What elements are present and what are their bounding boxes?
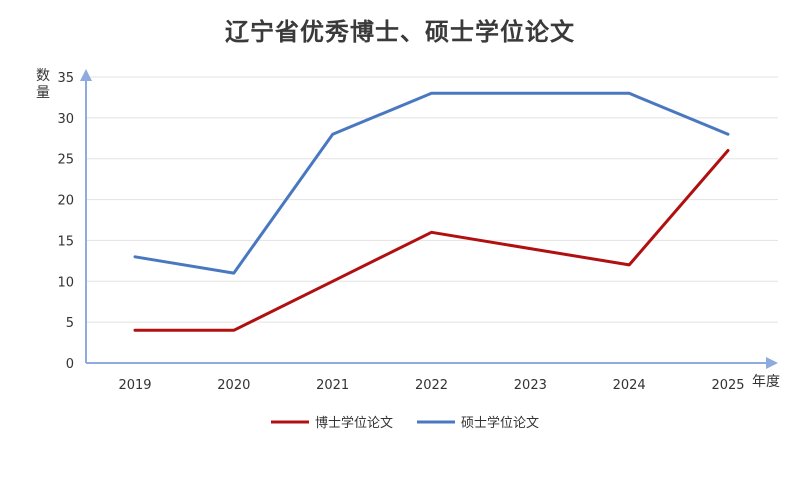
y-tick-label: 15: [57, 234, 74, 249]
y-tick-label: 25: [57, 153, 74, 168]
legend-label-1: 硕士学位论文: [461, 415, 539, 431]
y-tick-label: 35: [57, 71, 74, 86]
series-lines: [133, 91, 730, 332]
x-tick-label: 2024: [613, 378, 646, 393]
y-tick-label: 10: [57, 275, 74, 290]
y-tick-label: 5: [66, 316, 74, 331]
x-tick-label: 2019: [118, 378, 151, 393]
series-line-0: [133, 149, 730, 332]
x-tick-label: 2023: [514, 378, 547, 393]
y-axis-arrow: [80, 69, 92, 81]
series-line-1: [133, 91, 730, 275]
y-axis-label: 数量: [36, 68, 50, 101]
y-tick-label: 30: [57, 112, 74, 127]
x-tick-label: 2021: [316, 378, 349, 393]
x-axis-arrow: [766, 357, 778, 369]
legend-label-0: 博士学位论文: [315, 415, 393, 431]
x-tick-label: 2025: [711, 378, 744, 393]
x-tick-label: 2022: [415, 378, 448, 393]
grid-lines: [86, 76, 778, 323]
x-axis-label: 年度: [752, 374, 780, 390]
y-tick-label: 20: [57, 194, 74, 209]
legend: 博士学位论文 硕士学位论文: [271, 415, 539, 431]
y-tick-label: 0: [66, 357, 74, 372]
chart-title: 辽宁省优秀博士、硕士学位论文: [225, 17, 575, 46]
x-tick-label: 2020: [217, 378, 250, 393]
